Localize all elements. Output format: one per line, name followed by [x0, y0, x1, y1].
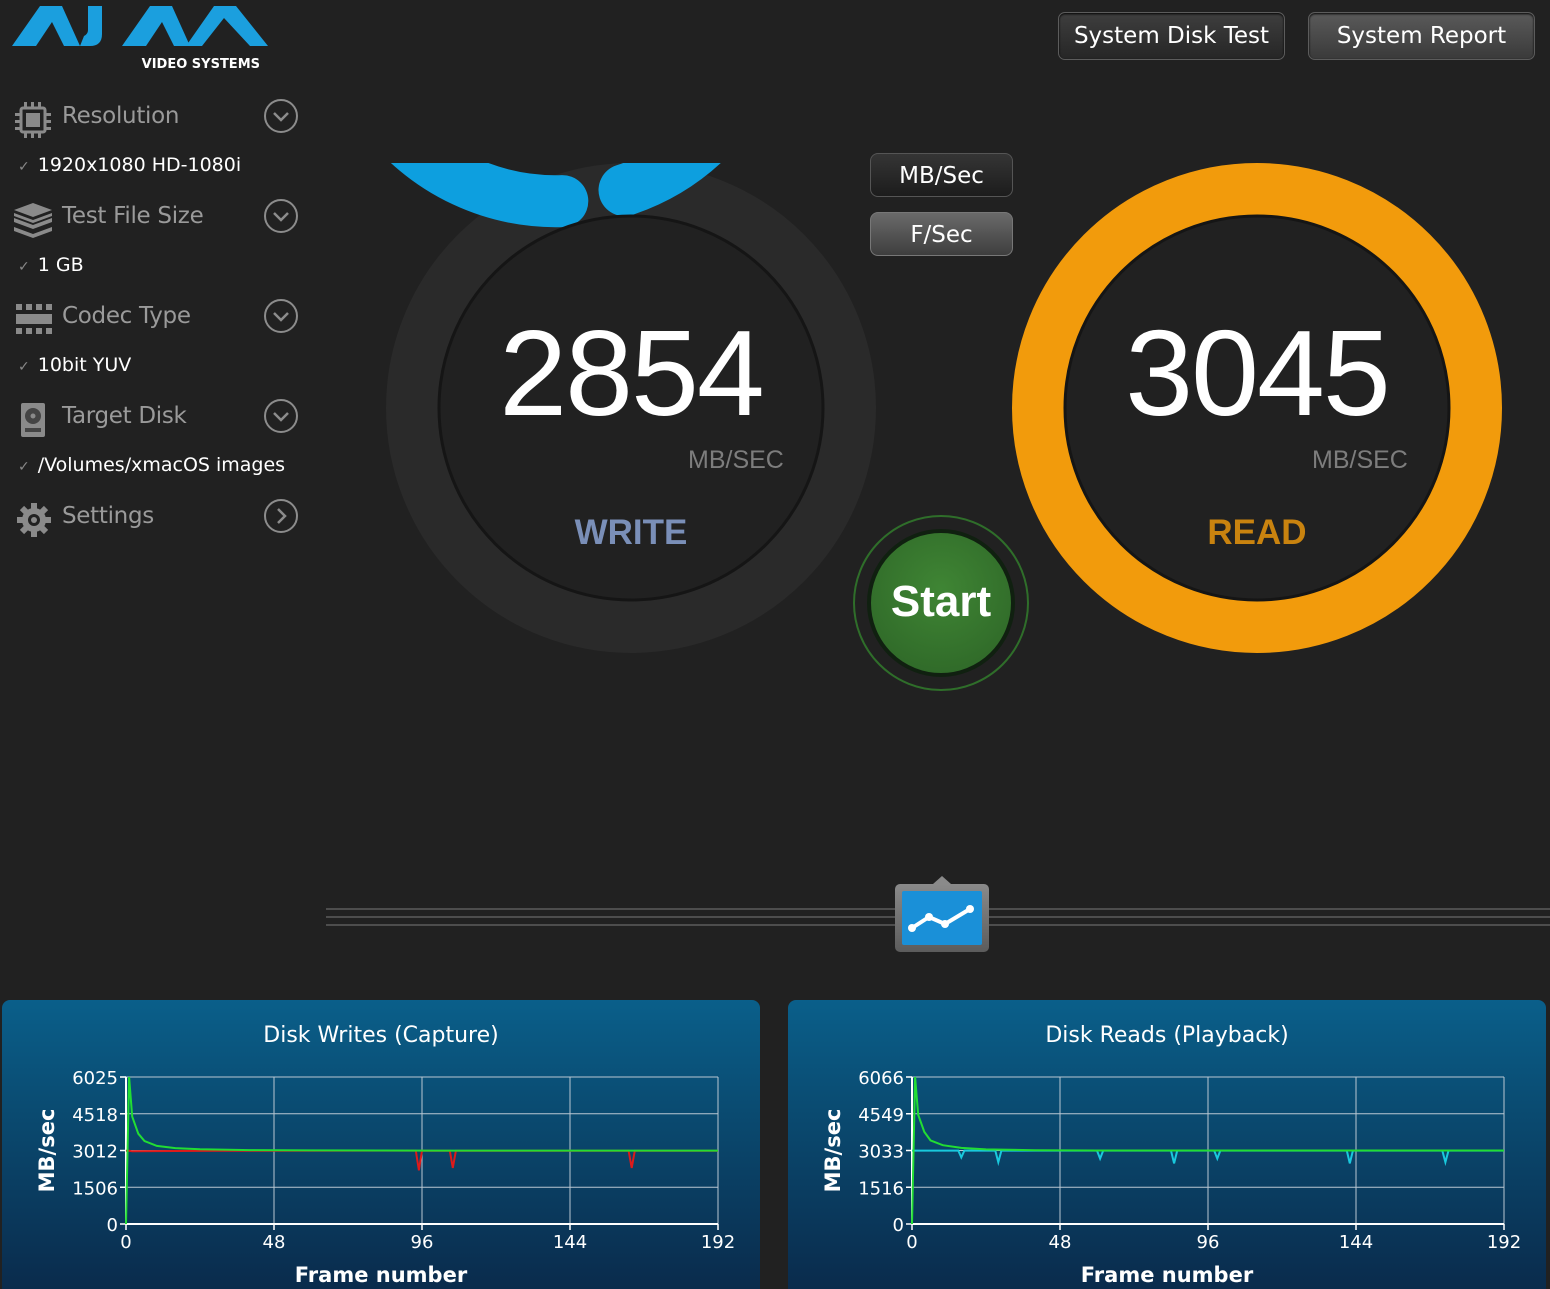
chevron-down-icon[interactable] — [264, 299, 298, 333]
system-report-button[interactable]: System Report — [1308, 12, 1535, 60]
x-axis-label: Frame number — [295, 1263, 468, 1287]
checkmark-icon: ✓ — [18, 259, 30, 275]
sidebar-item-codec-type[interactable]: Codec Type — [12, 297, 302, 341]
write-speed-unit: MB/SEC — [688, 446, 784, 474]
y-tick-label: 4549 — [858, 1105, 904, 1126]
y-tick-label: 6025 — [72, 1068, 118, 1089]
checkmark-icon: ✓ — [18, 359, 30, 375]
start-button[interactable]: Start — [853, 515, 1029, 691]
x-tick-label: 144 — [1339, 1232, 1373, 1253]
sidebar-item-label: Codec Type — [62, 303, 191, 329]
start-label: Start — [890, 577, 992, 626]
y-tick-label: 1506 — [72, 1178, 118, 1199]
x-tick-label: 0 — [120, 1232, 131, 1253]
chevron-right-icon[interactable] — [264, 499, 298, 533]
read-gauge: 3045 MB/SEC READ — [1012, 163, 1502, 653]
graph-toggle-notch — [933, 876, 951, 884]
codec-type-value: ✓ 10bit YUV — [18, 354, 132, 376]
x-tick-label: 96 — [1197, 1232, 1220, 1253]
system-disk-test-button[interactable]: System Disk Test — [1058, 12, 1285, 60]
y-axis-label: MB/sec — [821, 1109, 845, 1193]
series-line — [125, 1076, 718, 1225]
write-label: WRITE — [574, 513, 688, 552]
chart-title: Disk Writes (Capture) — [263, 1023, 498, 1048]
read-speed-unit: MB/SEC — [1312, 446, 1408, 474]
sidebar-item-resolution[interactable]: Resolution — [12, 97, 302, 141]
disk-reads-plot: Disk Reads (Playback) 0 1516 3033 4549 6066 0 4… — [821, 1023, 1521, 1287]
y-tick-label: 6066 — [858, 1068, 904, 1089]
y-axis-label: MB/sec — [35, 1109, 59, 1193]
gear-icon — [12, 501, 54, 539]
y-tick-label: 1516 — [858, 1178, 904, 1199]
x-axis-label: Frame number — [1081, 1263, 1254, 1287]
y-tick-label: 3033 — [858, 1142, 904, 1163]
read-speed-value: 3045 — [1125, 305, 1390, 441]
disk-writes-plot: Disk Writes (Capture) 0 1506 3012 4518 6025 0 4… — [35, 1023, 735, 1287]
x-tick-label: 192 — [1487, 1232, 1521, 1253]
read-label: READ — [1207, 513, 1307, 552]
mb-per-sec-button[interactable]: MB/Sec — [870, 153, 1013, 197]
sidebar-item-label: Target Disk — [62, 403, 187, 429]
sidebar-item-target-disk[interactable]: Target Disk — [12, 397, 302, 441]
checkmark-icon: ✓ — [18, 159, 30, 175]
disk-writes-chart: Disk Writes (Capture) 0 1506 3012 4518 6025 0 4… — [2, 1000, 760, 1289]
graph-toggle-button[interactable] — [895, 876, 989, 952]
write-gauge-ring — [386, 163, 876, 653]
start-button-face[interactable]: Start — [867, 529, 1015, 677]
x-tick-label: 0 — [906, 1232, 917, 1253]
sidebar-item-label: Resolution — [62, 103, 180, 129]
sidebar-item-test-file-size[interactable]: Test File Size — [12, 197, 302, 241]
chevron-down-icon[interactable] — [264, 99, 298, 133]
test-file-size-value: ✓ 1 GB — [18, 254, 84, 276]
chip-icon — [12, 101, 54, 139]
checkmark-icon: ✓ — [18, 459, 30, 475]
svg-text:VIDEO SYSTEMS: VIDEO SYSTEMS — [142, 57, 260, 72]
y-tick-label: 0 — [107, 1215, 118, 1236]
line-graph-icon — [902, 891, 982, 945]
series-line — [911, 1076, 1504, 1225]
sidebar-item-label: Test File Size — [62, 203, 204, 229]
sidebar-item-label: Settings — [62, 503, 154, 529]
resolution-value: ✓ 1920x1080 HD-1080i — [18, 154, 242, 176]
chart-title: Disk Reads (Playback) — [1045, 1023, 1288, 1048]
y-tick-label: 4518 — [72, 1105, 118, 1126]
write-gauge: 2854 MB/SEC WRITE — [386, 163, 876, 653]
y-tick-label: 3012 — [72, 1142, 118, 1163]
x-tick-label: 192 — [701, 1232, 735, 1253]
grid-icon — [12, 301, 54, 339]
target-disk-value: ✓/Volumes/xmacOS images — [18, 454, 286, 476]
y-tick-label: 0 — [893, 1215, 904, 1236]
chevron-down-icon[interactable] — [264, 399, 298, 433]
chevron-down-icon[interactable] — [264, 199, 298, 233]
aja-logo: VIDEO SYSTEMS — [10, 0, 270, 76]
disk-reads-chart: Disk Reads (Playback) 0 1516 3033 4549 6066 0 4… — [788, 1000, 1546, 1289]
layers-icon — [12, 201, 54, 239]
read-gauge-ring — [1012, 163, 1502, 653]
x-tick-label: 48 — [263, 1232, 286, 1253]
sidebar-item-settings[interactable]: Settings — [12, 497, 302, 541]
x-tick-label: 96 — [411, 1232, 434, 1253]
frames-per-sec-button[interactable]: F/Sec — [870, 212, 1013, 256]
x-tick-label: 48 — [1049, 1232, 1072, 1253]
x-tick-label: 144 — [553, 1232, 587, 1253]
disk-icon — [12, 401, 54, 439]
write-speed-value: 2854 — [499, 305, 764, 441]
